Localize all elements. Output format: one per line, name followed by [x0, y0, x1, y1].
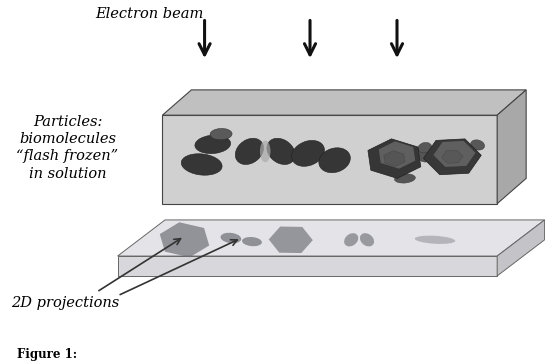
Polygon shape	[497, 90, 526, 204]
Ellipse shape	[242, 237, 262, 246]
Ellipse shape	[394, 174, 416, 183]
Polygon shape	[162, 115, 497, 204]
Text: Figure 1:: Figure 1:	[17, 348, 78, 361]
Ellipse shape	[195, 135, 230, 154]
Ellipse shape	[267, 138, 295, 165]
Ellipse shape	[360, 233, 374, 246]
Ellipse shape	[181, 154, 222, 175]
Ellipse shape	[235, 138, 264, 165]
Ellipse shape	[292, 141, 324, 166]
Ellipse shape	[471, 140, 485, 150]
Ellipse shape	[319, 148, 351, 173]
Polygon shape	[117, 220, 544, 256]
Text: Electron beam: Electron beam	[95, 7, 204, 21]
Polygon shape	[117, 256, 497, 276]
Text: Particles:
biomolecules
“flash frozen”
in solution: Particles: biomolecules “flash frozen” i…	[16, 115, 118, 181]
Text: 2D projections: 2D projections	[11, 296, 119, 310]
Ellipse shape	[210, 128, 232, 140]
Ellipse shape	[415, 236, 455, 244]
Ellipse shape	[418, 142, 432, 153]
Ellipse shape	[344, 233, 358, 246]
Ellipse shape	[221, 233, 241, 243]
Polygon shape	[497, 220, 544, 276]
Polygon shape	[162, 90, 526, 115]
Ellipse shape	[260, 141, 270, 162]
Ellipse shape	[417, 148, 430, 162]
